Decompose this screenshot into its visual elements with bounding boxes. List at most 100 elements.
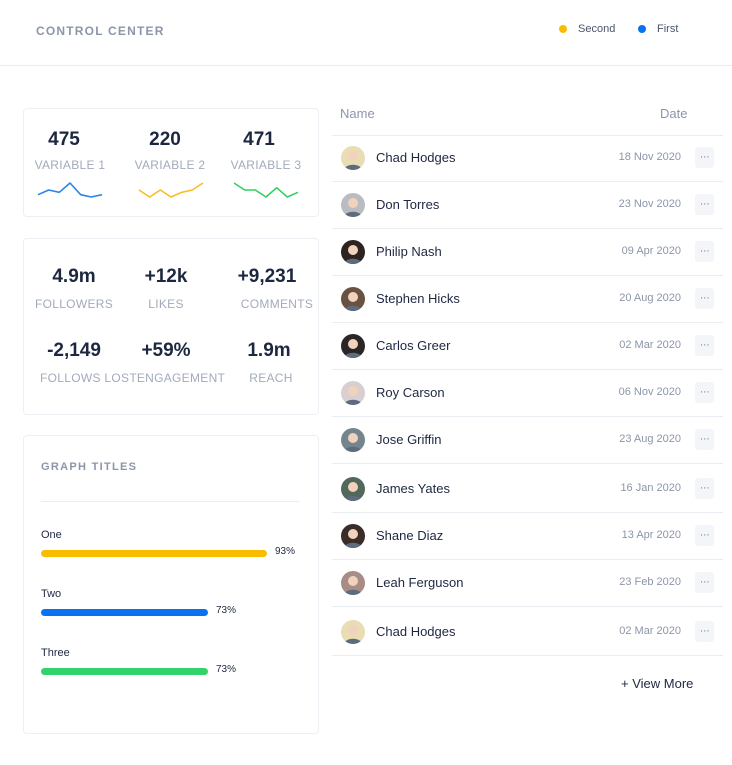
progress-bar-one bbox=[41, 550, 267, 557]
avatar bbox=[341, 428, 365, 452]
sparkline-path bbox=[138, 182, 204, 198]
graph-card: GRAPH TITLES One 93% Two 73% Three 73% bbox=[23, 435, 319, 734]
bar-percent-three: 73% bbox=[216, 664, 237, 675]
bar-label-three: Three bbox=[41, 647, 70, 659]
table-header-divider bbox=[332, 135, 723, 136]
avatar bbox=[341, 334, 365, 358]
progress-bar-two bbox=[41, 609, 208, 616]
table-row[interactable]: Philip Nash 09 Apr 2020 ··· bbox=[332, 229, 723, 276]
row-name: Carlos Greer bbox=[376, 338, 451, 353]
row-name: Chad Hodges bbox=[376, 150, 456, 165]
more-options-icon[interactable]: ··· bbox=[695, 525, 714, 546]
avatar bbox=[341, 193, 365, 217]
sparkline-path bbox=[233, 182, 299, 198]
more-options-icon[interactable]: ··· bbox=[695, 478, 714, 499]
row-name: Jose Griffin bbox=[376, 432, 442, 447]
variable-label: VARIABLE 3 bbox=[230, 158, 302, 172]
stat-reach: 1.9m bbox=[229, 340, 309, 362]
bar-percent-two: 73% bbox=[216, 605, 237, 616]
row-name: Leah Ferguson bbox=[376, 575, 464, 590]
stat-follows-lost-label: FOLLOWS LOST bbox=[40, 371, 137, 385]
table-row[interactable]: Roy Carson 06 Nov 2020 ··· bbox=[332, 370, 723, 417]
table-row[interactable]: Stephen Hicks 20 Aug 2020 ··· bbox=[332, 276, 723, 323]
variable-2: 220 bbox=[137, 129, 193, 151]
column-header-date[interactable]: Date bbox=[660, 106, 688, 121]
more-options-icon[interactable]: ··· bbox=[695, 572, 714, 593]
stat-value: 1.9m bbox=[247, 340, 291, 361]
stat-engagement-label: ENGAGEMENT bbox=[134, 371, 228, 385]
stat-followers-label: FOLLOWERS bbox=[32, 297, 116, 311]
row-date: 06 Nov 2020 bbox=[618, 386, 681, 398]
variables-card: 475 220 471 VARIABLE 1 VARIABLE 2 VARIAB… bbox=[23, 108, 319, 217]
stat-value: +12k bbox=[144, 266, 188, 287]
row-date: 13 Apr 2020 bbox=[621, 529, 681, 541]
avatar bbox=[341, 381, 365, 405]
more-options-icon[interactable]: ··· bbox=[695, 382, 714, 403]
avatar bbox=[341, 287, 365, 311]
table-row[interactable]: Leah Ferguson 23 Feb 2020 ··· bbox=[332, 560, 723, 607]
graph-divider bbox=[41, 501, 299, 502]
stat-comments-label: COMMENTS bbox=[237, 297, 317, 311]
legend-item-first: First bbox=[638, 23, 678, 35]
stat-followers: 4.9m bbox=[34, 266, 114, 288]
bar-label-one: One bbox=[41, 529, 62, 541]
view-more-link[interactable]: + View More bbox=[621, 676, 694, 691]
more-options-icon[interactable]: ··· bbox=[695, 335, 714, 356]
stats-card: 4.9m +12k +9,231 FOLLOWERS LIKES COMMENT… bbox=[23, 238, 319, 415]
stat-comments: +9,231 bbox=[227, 266, 307, 288]
row-name: Philip Nash bbox=[376, 244, 442, 259]
column-header-name[interactable]: Name bbox=[340, 106, 375, 121]
more-options-icon[interactable]: ··· bbox=[695, 621, 714, 642]
row-name: Shane Diaz bbox=[376, 528, 444, 543]
legend-item-second: Second bbox=[559, 23, 615, 35]
stat-label: REACH bbox=[249, 371, 293, 385]
table-row[interactable]: Chad Hodges 02 Mar 2020 ··· bbox=[332, 609, 723, 656]
row-date: 23 Nov 2020 bbox=[618, 198, 681, 210]
table-row[interactable]: Jose Griffin 23 Aug 2020 ··· bbox=[332, 417, 723, 464]
stat-likes-label: LIKES bbox=[126, 297, 206, 311]
variable-2-label-wrap: VARIABLE 2 bbox=[130, 158, 210, 172]
variable-value: 475 bbox=[48, 129, 80, 150]
row-name: Stephen Hicks bbox=[376, 291, 460, 306]
variable-1: 475 bbox=[37, 129, 91, 151]
stat-value: +59% bbox=[141, 340, 191, 361]
stat-label: FOLLOWS LOST bbox=[40, 371, 137, 385]
page-title: CONTROL CENTER bbox=[36, 24, 165, 38]
more-options-icon[interactable]: ··· bbox=[695, 288, 714, 309]
table-row[interactable]: Don Torres 23 Nov 2020 ··· bbox=[332, 182, 723, 229]
variable-label: VARIABLE 1 bbox=[34, 158, 106, 172]
graph-title: GRAPH TITLES bbox=[41, 461, 138, 473]
stat-label: COMMENTS bbox=[240, 297, 314, 311]
more-options-icon[interactable]: ··· bbox=[695, 429, 714, 450]
variable-3-label-wrap: VARIABLE 3 bbox=[226, 158, 306, 172]
variable-3: 471 bbox=[231, 129, 287, 151]
row-name: Chad Hodges bbox=[376, 624, 456, 639]
row-name: James Yates bbox=[376, 481, 450, 496]
more-options-icon[interactable]: ··· bbox=[695, 147, 714, 168]
row-date: 02 Mar 2020 bbox=[619, 339, 681, 351]
bar-label-two: Two bbox=[41, 588, 62, 600]
avatar bbox=[341, 620, 365, 644]
stat-likes: +12k bbox=[126, 266, 206, 288]
row-name: Roy Carson bbox=[376, 385, 445, 400]
avatar bbox=[341, 524, 365, 548]
more-options-icon[interactable]: ··· bbox=[695, 194, 714, 215]
table-row[interactable]: Chad Hodges 18 Nov 2020 ··· bbox=[332, 135, 723, 182]
avatar bbox=[341, 240, 365, 264]
top-bar: CONTROL CENTER Second First bbox=[0, 0, 732, 66]
stat-label: ENGAGEMENT bbox=[136, 371, 226, 385]
legend-dot-icon bbox=[638, 25, 646, 33]
stat-follows-lost: -2,149 bbox=[34, 340, 114, 362]
row-date: 23 Aug 2020 bbox=[619, 433, 681, 445]
variable-value: 220 bbox=[149, 129, 181, 150]
table-row[interactable]: Shane Diaz 13 Apr 2020 ··· bbox=[332, 513, 723, 560]
legend-label: Second bbox=[578, 23, 616, 35]
avatar bbox=[341, 571, 365, 595]
more-options-icon[interactable]: ··· bbox=[695, 241, 714, 262]
row-date: 16 Jan 2020 bbox=[620, 482, 681, 494]
stat-label: FOLLOWERS bbox=[34, 297, 114, 311]
legend-dot-icon bbox=[559, 25, 567, 33]
avatar bbox=[341, 146, 365, 170]
table-row[interactable]: Carlos Greer 02 Mar 2020 ··· bbox=[332, 323, 723, 370]
table-row[interactable]: James Yates 16 Jan 2020 ··· bbox=[332, 466, 723, 513]
